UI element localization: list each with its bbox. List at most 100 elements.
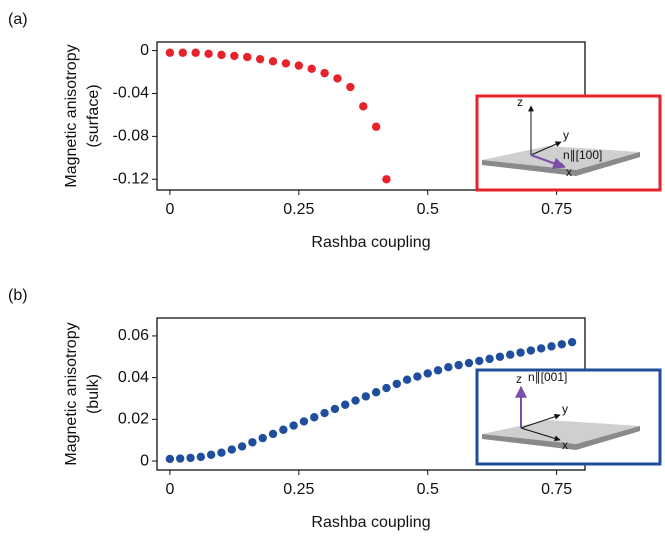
point [516, 348, 525, 357]
point [178, 48, 187, 57]
point [186, 453, 195, 463]
point [371, 388, 381, 397]
point [454, 360, 463, 370]
point [299, 417, 309, 426]
y-tick-label: -0.04 [113, 85, 150, 102]
y-tick-label: -0.12 [113, 170, 150, 187]
point [333, 74, 342, 83]
panel-label: (a) [8, 11, 28, 28]
point [423, 369, 432, 378]
y-tick-label: 0.04 [118, 369, 149, 386]
inset-frame [475, 94, 662, 192]
inset-a: z y x n∥[100] [475, 94, 662, 192]
x-tick-label: 0 [165, 481, 174, 498]
point [243, 52, 252, 62]
point [413, 372, 422, 381]
y-tick-label: -0.08 [113, 128, 150, 145]
point [279, 425, 288, 434]
point [485, 354, 494, 364]
point [307, 64, 316, 74]
y-tick-label: 0.06 [118, 327, 149, 344]
x-tick-label: 0.75 [541, 481, 572, 498]
point [433, 366, 443, 375]
x-tick-label: 0.25 [283, 481, 314, 498]
point [567, 337, 577, 347]
point [258, 433, 267, 443]
plate-edge [482, 152, 640, 176]
point [526, 346, 536, 355]
y-axis-label: Magnetic anisotropy [63, 44, 80, 187]
point [237, 442, 247, 451]
axis-arrow [520, 413, 561, 429]
x-tick-label: 0.25 [283, 201, 314, 218]
point [351, 396, 360, 405]
point [402, 375, 412, 384]
point [206, 450, 216, 459]
axis-arrow [520, 427, 561, 442]
inset-label: x [562, 438, 568, 452]
point [204, 49, 213, 58]
inset-label: z [516, 372, 522, 386]
point [255, 54, 265, 64]
y-tick-label: 0.02 [118, 411, 149, 428]
point [475, 356, 484, 366]
point [506, 350, 515, 359]
point [230, 51, 239, 61]
inset-frame [475, 368, 662, 466]
point [289, 421, 298, 430]
inset-label: y [562, 402, 568, 416]
x-tick-label: 0.5 [417, 481, 439, 498]
point [547, 342, 556, 351]
y-axis-label: (surface) [85, 84, 102, 147]
point [392, 379, 401, 389]
inset-label: z [517, 95, 523, 109]
point [557, 340, 566, 349]
n-arrow [530, 154, 566, 169]
inset-label: x [566, 165, 572, 179]
point [165, 454, 175, 464]
x-tick-label: 0 [165, 201, 174, 218]
point [165, 48, 175, 57]
point [382, 383, 391, 393]
panel-label: (b) [8, 287, 28, 304]
point [294, 61, 304, 70]
point [536, 344, 546, 353]
point [464, 358, 474, 368]
point [444, 363, 453, 372]
inset-label: y [563, 128, 569, 142]
axis-arrow [530, 141, 562, 156]
point [320, 68, 329, 78]
point [268, 429, 278, 439]
inset-b: z y x n∥[001] [475, 368, 662, 466]
point [320, 408, 329, 418]
point [227, 445, 236, 454]
point [371, 122, 381, 131]
point [268, 57, 278, 66]
point [382, 175, 391, 184]
x-tick-label: 0.75 [541, 201, 572, 218]
y-tick-label: 0 [140, 42, 149, 59]
x-axis-label: Rashba coupling [311, 514, 430, 531]
y-tick-label: 0 [140, 452, 149, 469]
point [310, 413, 319, 422]
plate-edge [482, 426, 640, 450]
point [281, 59, 291, 68]
point [196, 452, 206, 462]
point [217, 448, 226, 457]
point [191, 48, 200, 57]
point [248, 438, 257, 447]
plots: (a) 0 0.25 0.5 0.75 0 -0.04 -0.08 -0.12 Rashba co… [8, 11, 586, 531]
point [176, 454, 185, 463]
point [361, 392, 371, 401]
y-axis-label: Magnetic anisotropy [63, 322, 80, 465]
point [359, 102, 368, 111]
point [495, 352, 505, 361]
y-axis-label: (bulk) [85, 374, 102, 414]
x-axis-label: Rashba coupling [311, 234, 430, 251]
x-tick-label: 0.5 [417, 201, 439, 218]
point [346, 82, 355, 92]
point [341, 400, 350, 409]
inset-label: n∥[001] [528, 370, 567, 384]
